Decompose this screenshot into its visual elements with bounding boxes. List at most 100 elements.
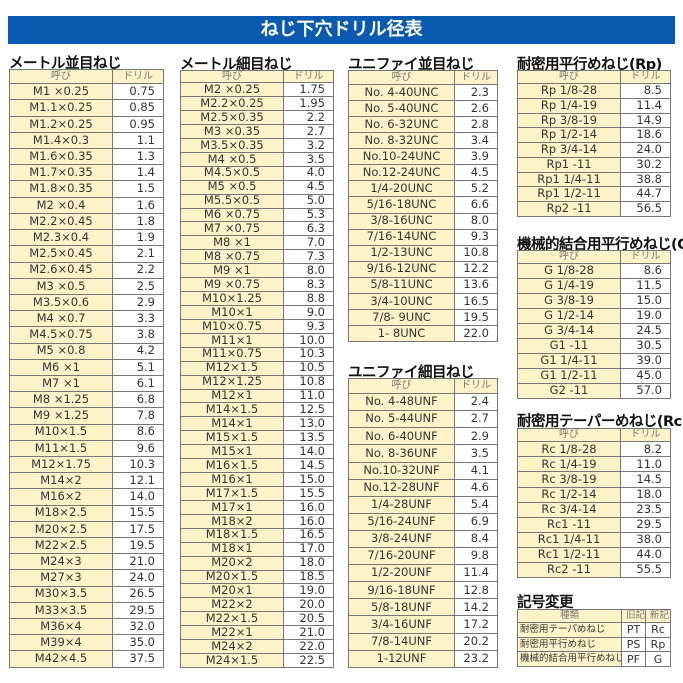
drill-size: 23.5: [620, 501, 671, 518]
table-row: Rc 3/4-14 23.5: [517, 501, 671, 518]
drill-size: 8.6: [620, 263, 671, 280]
thread-size: 1/2-13UNC: [348, 244, 455, 262]
table-row: 耐密用テーパめねじ PT Rc: [517, 621, 671, 638]
thread-size: Rc 1/8-28: [517, 441, 621, 458]
thread-size: G1 1/2-11: [517, 367, 621, 384]
thread-size: No. 5-40UNC: [348, 100, 455, 118]
drill-size: 38.8: [620, 171, 671, 188]
thread-size: M3.5×0.35: [180, 137, 284, 153]
header-name: 呼び: [517, 70, 621, 84]
table-row: 1/4-28UNF 5.4: [348, 495, 498, 514]
drill-size: 8.5: [620, 83, 671, 99]
drill-size: 1.9: [112, 229, 164, 247]
table-row: M20×2 18.0: [180, 555, 334, 571]
thread-size: G1 1/4-11: [517, 352, 621, 369]
table-row: 9/16-18UNF 12.8: [348, 581, 498, 600]
thread-size: Rp 3/4-14: [517, 142, 621, 158]
table-row: 3/4-10UNC 16.5: [348, 292, 498, 310]
table-row: Rp 3/4-14 24.0: [517, 142, 671, 158]
thread-size: M11×1.5: [9, 439, 113, 457]
symbol-change-title: 記号変更: [517, 595, 574, 611]
drill-size: 0.95: [112, 115, 164, 133]
table-row: Rc 1/4-19 11.0: [517, 456, 671, 473]
table-row: No. 6-40UNF 2.9: [348, 427, 498, 446]
table-row: Rp 1/2-14 18.6: [517, 127, 671, 144]
thread-size: M39×4: [9, 634, 113, 652]
table-row: M2 ×0.4 1.6: [9, 196, 164, 214]
table-row: No. 5-44UNF 2.7: [348, 410, 498, 429]
drill-size: 23.2: [454, 649, 498, 669]
table-row: 1/2-13UNC 10.8: [348, 244, 498, 262]
thread-size: M12×1.75: [9, 455, 113, 474]
table-row: 7/16-20UNF 9.8: [348, 547, 498, 566]
header-drill: ドリル: [620, 427, 671, 443]
drill-size: 10.5: [283, 360, 334, 376]
drill-size: 9.8: [454, 547, 498, 566]
table-row: M12×1.75 10.3: [9, 455, 164, 474]
thread-size: 7/16-14UNC: [348, 228, 455, 246]
table-row: M9 ×1 8.0: [180, 263, 334, 279]
table-row: M14×1 13.0: [180, 416, 334, 432]
drill-size: 17.2: [454, 615, 498, 634]
g-title: 機械的結合用平行めねじ(G): [517, 237, 683, 253]
drill-size: 2.5: [112, 277, 164, 295]
drill-size: 9.3: [454, 228, 498, 246]
unc-title: ユニファイ並目ねじ: [348, 57, 475, 73]
thread-size: M15×1: [180, 444, 284, 460]
header-name: 呼び: [348, 69, 455, 86]
table-row: 7/8- 9UNC 19.5: [348, 308, 498, 326]
drill-size: 3.2: [283, 137, 334, 153]
drill-size: 1.95: [283, 96, 334, 112]
thread-size: M8 ×0.75: [180, 249, 284, 265]
drill-size: 38.0: [620, 531, 671, 548]
header-row: 呼び ドリル: [9, 68, 164, 85]
drill-size: 7.8: [112, 407, 164, 425]
table-row: M18×1 17.0: [180, 541, 334, 557]
thread-size: M2.5×0.45: [9, 245, 113, 263]
thread-size: 1/2-20UNF: [348, 564, 455, 583]
table-row: No.10-24UNC 3.9: [348, 148, 498, 166]
table-row: 1-12UNF 23.2: [348, 649, 498, 669]
thread-size: No. 8-36UNF: [348, 444, 455, 463]
thread-size: M14×2: [9, 472, 113, 490]
thread-size: 3/4-10UNC: [348, 292, 455, 310]
drill-size: 55.5: [620, 561, 671, 579]
thread-size: M15×1.5: [180, 430, 284, 446]
table-row: M2.2×0.25 1.95: [180, 96, 334, 112]
table-row: M4 ×0.5 3.5: [180, 151, 334, 167]
drill-size: 4.6: [454, 478, 498, 497]
thread-size: M7 ×0.75: [180, 221, 284, 237]
drill-size: 20.5: [283, 611, 334, 627]
thread-size: M24×2: [180, 639, 284, 655]
thread-size: 5/8-11UNC: [348, 276, 455, 294]
drill-size: 1.5: [112, 180, 164, 198]
table-row: M5 ×0.5 4.5: [180, 179, 334, 195]
thread-size: 1/4-28UNF: [348, 495, 455, 514]
rc-title: 耐密用テーパーめねじ(Rc): [517, 414, 683, 430]
thread-size: M20×1.5: [180, 569, 284, 585]
thread-size: No. 8-32UNC: [348, 132, 455, 150]
thread-size: Rp 1/2-14: [517, 127, 621, 144]
drill-size: 56.5: [620, 201, 671, 217]
table-row: M4.5×0.5 4.0: [180, 165, 334, 181]
table-row: M10×1 9.0: [180, 305, 334, 320]
thread-size: M1.7×0.35: [9, 164, 113, 182]
drill-size: 20.2: [454, 632, 498, 651]
thread-size: M14×1: [180, 416, 284, 432]
table-row: M16×2 14.0: [9, 488, 164, 506]
drill-size: 18.5: [283, 569, 334, 585]
table-row: No.12-28UNF 4.6: [348, 478, 498, 497]
thread-size: G1 -11: [517, 338, 621, 354]
table-row: 耐密用平行めねじ PS Rp: [517, 636, 671, 653]
table-row: M5.5×0.5 5.0: [180, 193, 334, 209]
rp-title: 耐密用平行めねじ(Rp): [517, 57, 662, 73]
thread-size: No.12-24UNC: [348, 164, 455, 182]
thread-size: M1.8×0.35: [9, 180, 113, 198]
thread-size: M6 ×0.75: [180, 207, 284, 223]
thread-size: M30×3.5: [9, 585, 113, 603]
table-row: M18×1.5 16.5: [180, 527, 334, 543]
header-new: 新記号: [645, 609, 671, 623]
drill-size: 29.5: [620, 516, 671, 533]
drill-size: 11.0: [620, 456, 671, 473]
table-row: Rc 3/8-19 14.5: [517, 471, 671, 488]
